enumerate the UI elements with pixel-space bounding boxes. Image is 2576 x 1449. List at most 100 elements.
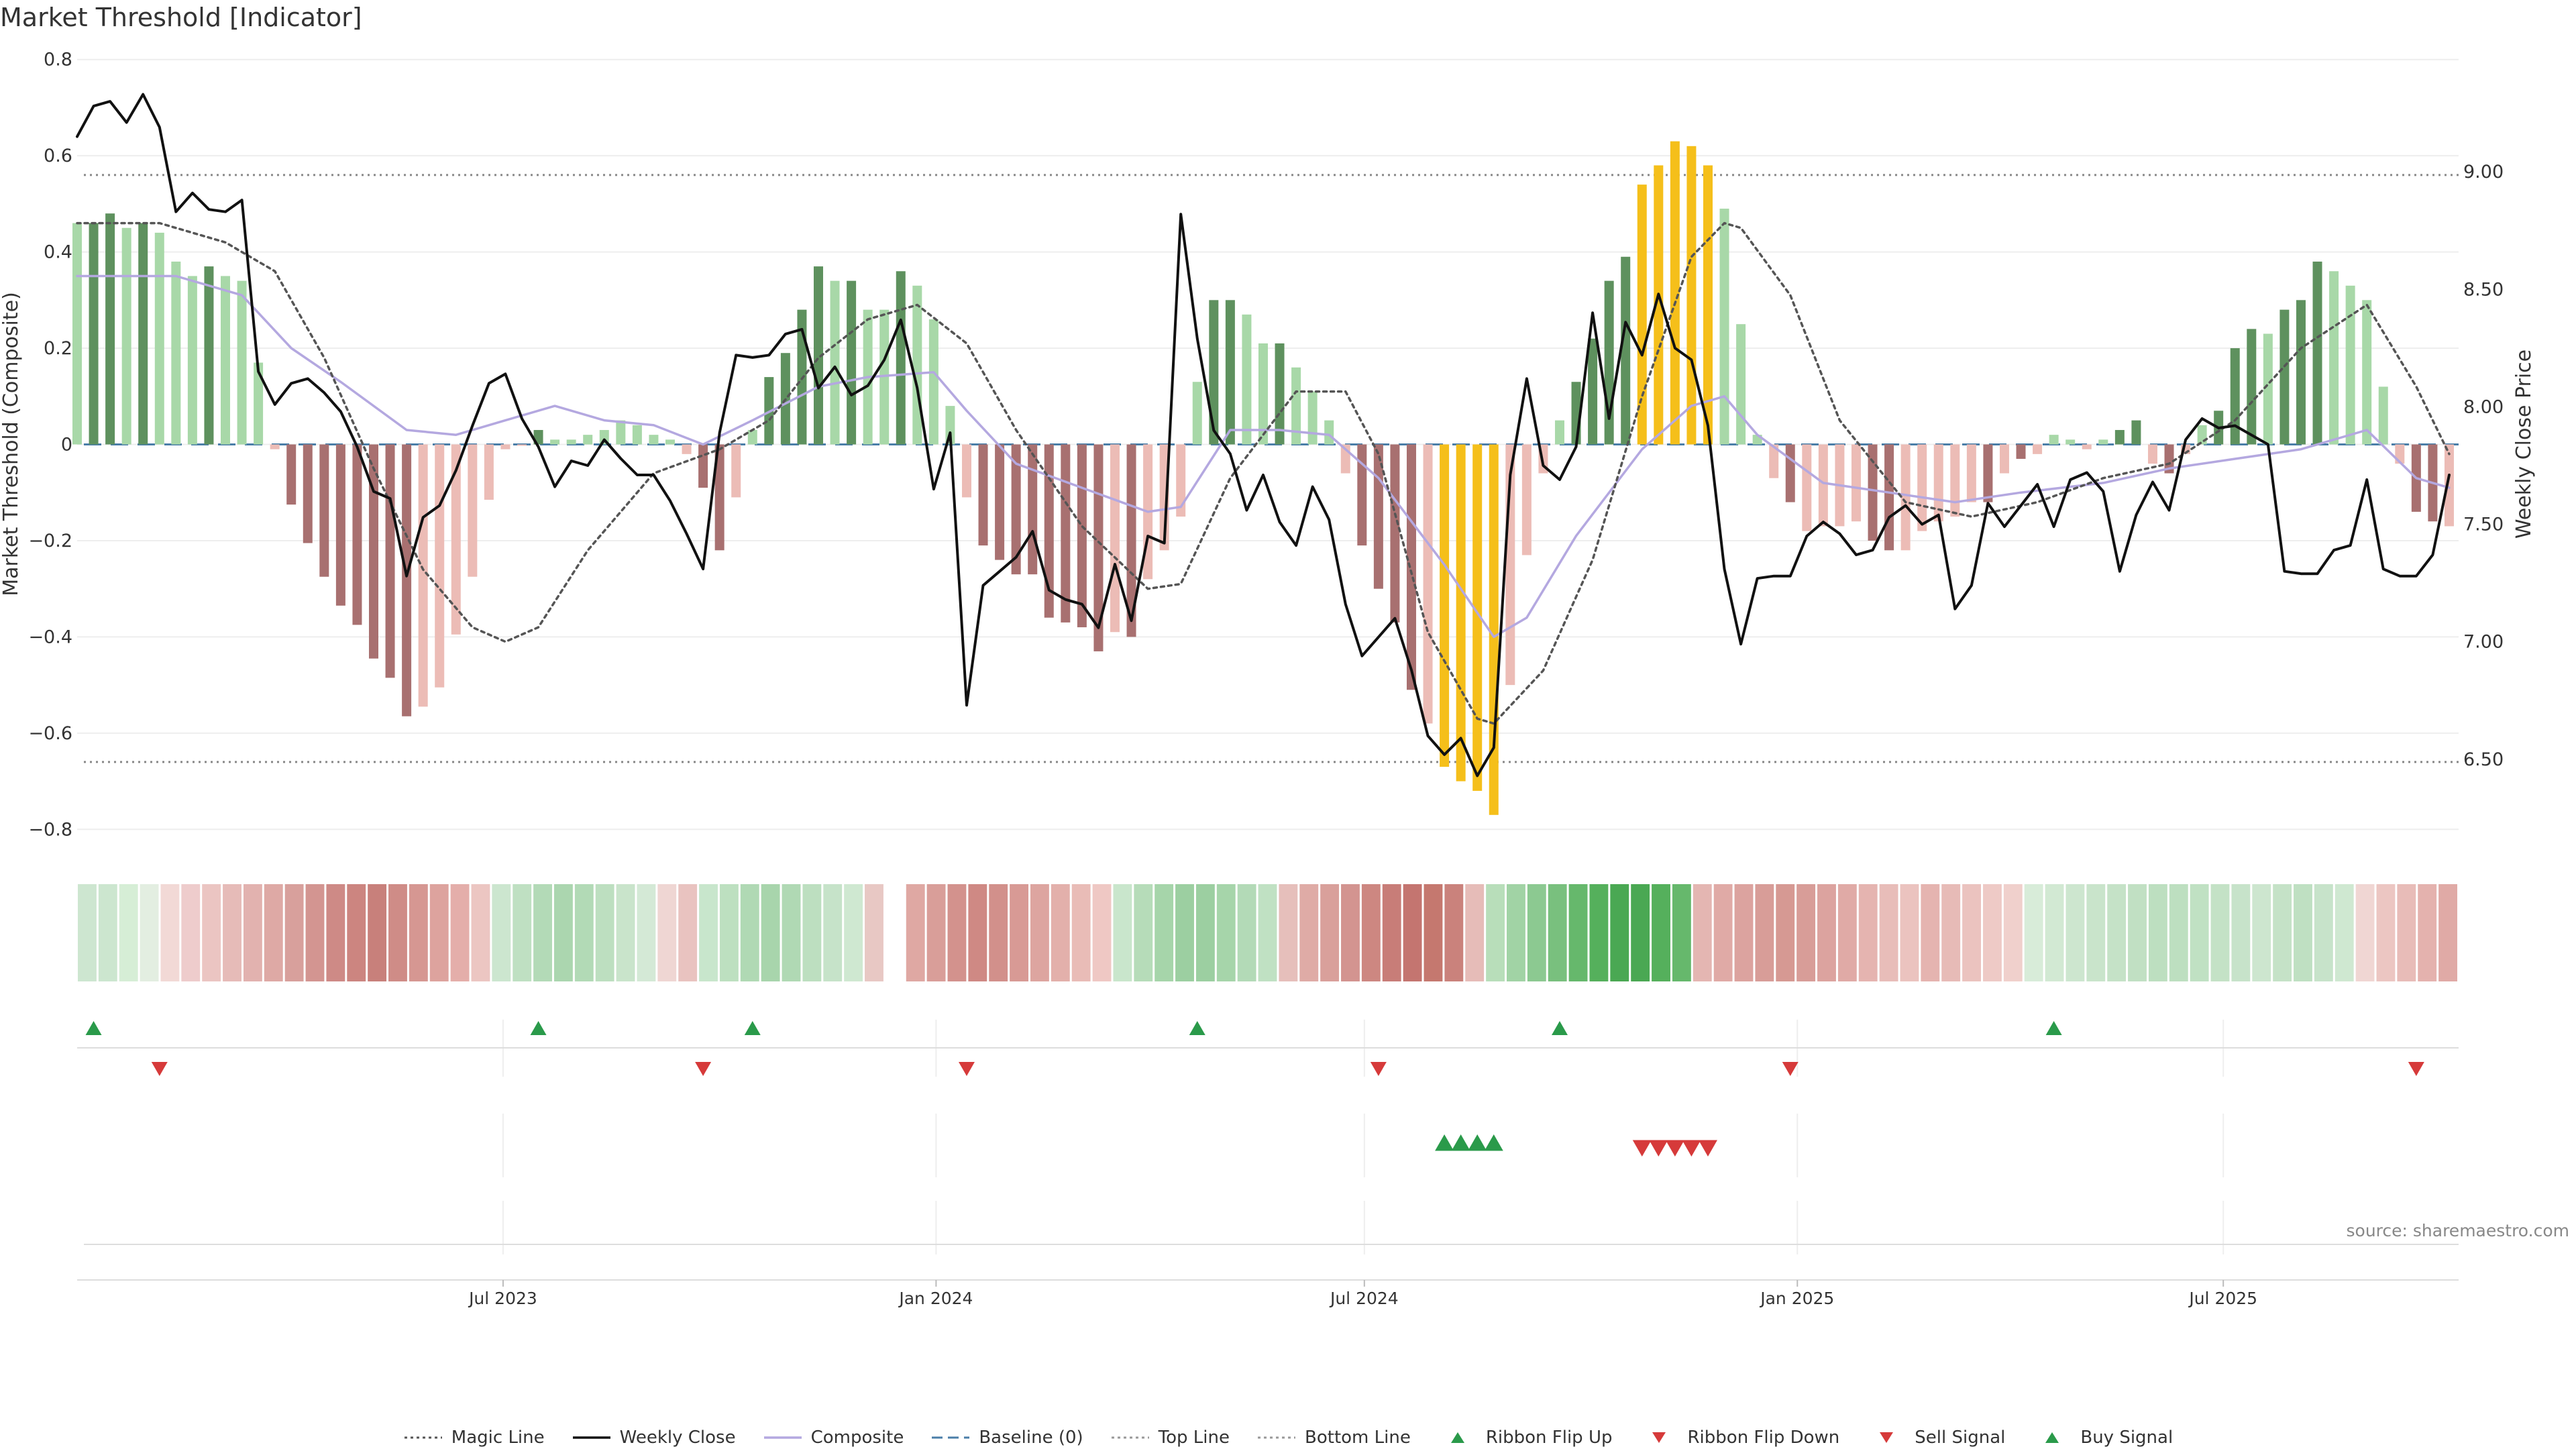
triangle-down-icon: [1652, 1432, 1666, 1443]
ribbon-cell: [1610, 884, 1629, 981]
composite-bar: [121, 227, 131, 445]
composite-bar: [435, 444, 445, 688]
composite-bar: [2098, 439, 2108, 445]
buy-signal-marker: [1435, 1134, 1454, 1151]
composite-bar: [1999, 444, 2009, 474]
ribbon-flip-up-marker: [2045, 1021, 2062, 1035]
ribbon-cell: [1113, 884, 1132, 981]
composite-bar: [616, 420, 626, 445]
composite-bar: [1818, 444, 1828, 527]
legend-label: Ribbon Flip Down: [1687, 1428, 1840, 1448]
ribbon-cell: [78, 884, 97, 981]
x-tick-label: Jan 2024: [898, 1289, 973, 1308]
chart-legend: Magic Line Weekly Close Composite Baseline …: [0, 1428, 2576, 1448]
ribbon-cell: [1921, 884, 1940, 981]
ribbon-cell: [1713, 884, 1733, 981]
ribbon-cell: [782, 884, 801, 981]
sell-signal-marker: [1698, 1140, 1717, 1157]
ribbon-flip-down-marker: [1370, 1062, 1387, 1076]
legend-label: Sell Signal: [1915, 1428, 2006, 1448]
ribbon-cell: [595, 884, 614, 981]
composite-bar: [2131, 420, 2141, 445]
composite-bar: [2312, 261, 2322, 445]
composite-bar: [154, 232, 164, 445]
ribbon-cell: [305, 884, 325, 981]
ribbon-cell: [802, 884, 822, 981]
ribbon-cell: [1755, 884, 1774, 981]
axes: 0.8 0.6 0.4 0.2 0 −0.2 −0.4 −0.6 −0.8 9.00 8.50 8.0…: [0, 50, 2536, 841]
composite-bar: [1769, 444, 1779, 478]
ribbon-cell: [1527, 884, 1546, 981]
legend-label: Ribbon Flip Up: [1485, 1428, 1613, 1448]
y-right-tick-label: 8.00: [2463, 396, 2504, 417]
ribbon-cell: [264, 884, 283, 981]
ribbon-cell: [1507, 884, 1525, 981]
ribbon-cell: [1900, 884, 1919, 981]
ribbon-cell: [1071, 884, 1091, 981]
legend-item: Top Line: [1110, 1428, 1230, 1448]
sell-signal-marker: [1632, 1140, 1652, 1157]
solid-line-icon: [763, 1436, 802, 1439]
composite-bar: [1192, 382, 1202, 445]
composite-bar: [1654, 165, 1664, 445]
legend-label: Magic Line: [451, 1428, 545, 1448]
ribbon-cell: [865, 884, 883, 981]
ribbon-cell: [1631, 884, 1650, 981]
legend-item: Weekly Close: [572, 1428, 736, 1448]
composite-bar: [912, 285, 922, 445]
composite-bar: [303, 444, 313, 543]
composite-bar: [1093, 444, 1104, 651]
composite-bar: [583, 435, 593, 445]
composite-bar: [1258, 343, 1268, 445]
legend-label: Buy Signal: [2080, 1428, 2174, 1448]
composite-bar: [1588, 338, 1598, 445]
composite-bar: [1061, 444, 1071, 623]
composite-bar: [1719, 209, 1729, 445]
composite-bar: [1686, 146, 1697, 445]
ribbon-cell: [2252, 884, 2271, 981]
solid-line-icon: [572, 1436, 610, 1439]
composite-bar: [1802, 444, 1812, 531]
ribbon-cell: [2294, 884, 2312, 981]
composite-bar: [1440, 444, 1450, 767]
composite-bar: [550, 439, 560, 445]
ribbon-cell: [181, 884, 201, 981]
composite-bars: [72, 141, 2454, 815]
composite-bar: [1044, 444, 1054, 618]
ribbon-cell: [98, 884, 117, 981]
composite-bar: [72, 223, 82, 445]
composite-bar: [566, 439, 576, 445]
ribbon-cell: [326, 884, 345, 981]
ribbon-cell: [1424, 884, 1443, 981]
ribbon-cell: [719, 884, 739, 981]
ribbon-cell: [1652, 884, 1670, 981]
y-left-tick-label: 0.6: [44, 146, 72, 166]
composite-bar: [1456, 444, 1466, 782]
composite-bar: [335, 444, 345, 606]
legend-label: Bottom Line: [1305, 1428, 1411, 1448]
ribbon-flip-up-marker: [1189, 1021, 1205, 1035]
ribbon-cell: [885, 884, 904, 981]
composite-bar: [1868, 444, 1878, 541]
ribbon-cell: [2231, 884, 2251, 981]
ribbon-flip-up-marker: [530, 1021, 547, 1035]
composite-bar: [731, 444, 741, 498]
ribbon-cell: [1010, 884, 1028, 981]
ribbon-cell: [1796, 884, 1816, 981]
composite-bar: [1554, 420, 1564, 445]
y-left-axis-label: Market Threshold (Composite): [0, 292, 23, 596]
legend-label: Composite: [810, 1428, 904, 1448]
composite-bar: [847, 280, 857, 445]
composite-bar: [665, 439, 675, 445]
ribbon-cell: [1216, 884, 1236, 981]
composite-bar: [747, 429, 757, 445]
composite-bar: [1110, 444, 1120, 633]
legend-item: Sell Signal: [1866, 1428, 2005, 1448]
ribbon-cell: [471, 884, 490, 981]
ribbon-cell: [1403, 884, 1422, 981]
triangle-up-icon: [1450, 1432, 1464, 1443]
ribbon-flip-down-marker: [2408, 1062, 2424, 1076]
ribbon-cell: [2045, 884, 2064, 981]
y-right-axis-label: Weekly Close Price: [2512, 350, 2536, 539]
